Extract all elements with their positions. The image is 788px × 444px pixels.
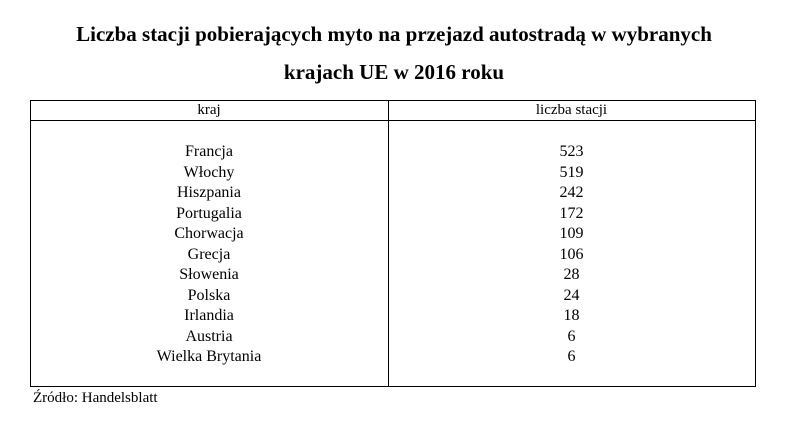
- station-count: 6: [567, 348, 576, 365]
- country: Hiszpania: [177, 184, 241, 201]
- country: Chorwacja: [174, 225, 244, 242]
- country: Polska: [187, 286, 231, 304]
- station-count: 172: [559, 204, 584, 222]
- station-count: 106: [559, 245, 584, 263]
- country: Wielka Brytania: [156, 348, 262, 365]
- station-count: 519: [559, 163, 584, 181]
- table-border: [30, 100, 756, 387]
- column-header: kraj: [197, 102, 221, 118]
- column-header: liczba stacji: [535, 102, 608, 118]
- country: Portugalia: [176, 204, 242, 222]
- country: Włochy: [183, 163, 235, 181]
- station-count: 18: [563, 307, 580, 324]
- country: Grecja: [187, 245, 231, 263]
- title: Liczba stacji pobierających myto na prze…: [76, 22, 712, 46]
- station-count: 24: [563, 286, 580, 304]
- title: krajach UE w 2016 roku: [283, 60, 505, 84]
- column-rule: [388, 100, 389, 386]
- country: Słowenia: [179, 266, 239, 283]
- station-count: 523: [559, 143, 584, 160]
- country: Irlandia: [184, 307, 234, 324]
- source: Źródło: Handelsblatt: [33, 390, 158, 406]
- station-count: 6: [567, 327, 576, 345]
- country: Francja: [185, 143, 233, 160]
- station-count: 28: [563, 266, 580, 283]
- station-count: 242: [559, 184, 584, 201]
- country: Austria: [185, 327, 233, 345]
- station-count: 109: [559, 225, 584, 242]
- header-rule: [30, 120, 755, 121]
